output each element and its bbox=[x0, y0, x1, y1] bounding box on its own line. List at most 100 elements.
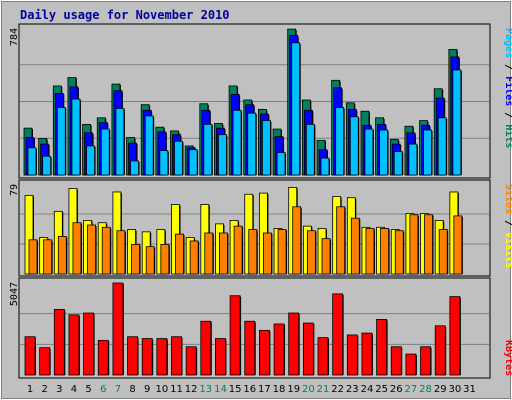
day-label-30: 30 bbox=[448, 384, 461, 395]
legend-visits: Visits bbox=[503, 232, 512, 268]
pages-bar-day-10 bbox=[159, 150, 169, 176]
day-label-26: 26 bbox=[390, 384, 403, 395]
sites-bar-day-8 bbox=[131, 243, 140, 275]
sites-bar-day-14 bbox=[219, 232, 228, 275]
pages-bar-day-12 bbox=[188, 149, 198, 176]
sites-bar-day-15 bbox=[233, 225, 243, 275]
day-label-16: 16 bbox=[243, 384, 256, 395]
day-labels: 1 2 3 4 5 6 7 8 9 10 11 12 13 14 15 16 17 18 19 20 21 22 23 24 2… bbox=[27, 384, 476, 395]
day-label-3: 3 bbox=[56, 384, 62, 395]
sites-bar-day-25 bbox=[380, 228, 390, 275]
day-label-25: 25 bbox=[375, 384, 388, 395]
chart-title: Daily usage for November 2010 bbox=[20, 8, 230, 22]
day-label-10: 10 bbox=[155, 384, 168, 395]
pages-bar-day-30 bbox=[452, 69, 462, 176]
kbytes-bar-day-21 bbox=[317, 337, 329, 376]
sites-bar-day-2 bbox=[43, 239, 53, 275]
day-label-23: 23 bbox=[346, 384, 359, 395]
kbytes-bar-day-23 bbox=[346, 334, 358, 376]
sites-bar-day-10 bbox=[160, 243, 170, 275]
sites-bar-day-16 bbox=[248, 229, 258, 275]
legend-sep-3: / bbox=[503, 214, 512, 232]
pages-bar-day-18 bbox=[276, 152, 286, 176]
pages-bar-day-7 bbox=[115, 108, 125, 176]
sites-bar-day-18 bbox=[277, 229, 287, 275]
legend-pages: Pages bbox=[503, 28, 512, 58]
kbytes-bar-day-9 bbox=[141, 338, 153, 376]
day-label-15: 15 bbox=[229, 384, 242, 395]
kbytes-bar-day-17 bbox=[258, 329, 270, 376]
sites-bar-day-19 bbox=[292, 206, 302, 275]
kbytes-bar-day-25 bbox=[376, 319, 388, 376]
kbytes-bar-day-30 bbox=[449, 296, 461, 376]
pages-bar-day-17 bbox=[261, 120, 271, 176]
day-label-14: 14 bbox=[214, 384, 227, 395]
visits-legend: Sites / Visits bbox=[503, 184, 512, 268]
kbytes-bar-day-2 bbox=[39, 347, 51, 376]
day-label-11: 11 bbox=[170, 384, 183, 395]
sites-bar-day-22 bbox=[336, 206, 346, 275]
kbytes-bar-day-13 bbox=[200, 320, 212, 376]
day-label-9: 9 bbox=[144, 384, 150, 395]
sites-bar-day-24 bbox=[365, 228, 375, 275]
sites-bar-day-7 bbox=[116, 230, 126, 275]
day-label-13: 13 bbox=[199, 384, 212, 395]
pages-bar-day-15 bbox=[232, 109, 242, 176]
pages-bar-day-28 bbox=[423, 129, 432, 176]
sites-bar-day-21 bbox=[321, 238, 331, 275]
legend-kbytes: KBytes bbox=[503, 340, 512, 376]
day-label-27: 27 bbox=[405, 384, 418, 395]
sites-bar-day-11 bbox=[175, 233, 184, 275]
pages-bar-day-21 bbox=[320, 157, 330, 176]
kbytes-bar-day-5 bbox=[83, 312, 94, 376]
kbytes-legend: KBytes bbox=[503, 340, 512, 376]
sites-bar-day-23 bbox=[350, 217, 360, 275]
kbytes-bar-day-4 bbox=[68, 314, 80, 376]
kbytes-bar-day-26 bbox=[390, 346, 402, 376]
legend-hits: Hits bbox=[503, 124, 512, 148]
kbytes-bar-day-19 bbox=[288, 312, 300, 376]
day-label-17: 17 bbox=[258, 384, 271, 395]
day-label-5: 5 bbox=[85, 384, 91, 395]
pages-bar-day-23 bbox=[349, 116, 359, 176]
pages-bar-day-14 bbox=[218, 134, 227, 176]
kbytes-bar-day-27 bbox=[405, 353, 417, 376]
pages-bar-day-4 bbox=[71, 98, 81, 176]
kbytes-bar-day-24 bbox=[361, 332, 373, 376]
kbytes-bar-day-8 bbox=[127, 336, 138, 376]
sites-bar-day-3 bbox=[57, 236, 67, 275]
kbytes-bar-day-1 bbox=[24, 336, 36, 376]
pages-bar-day-2 bbox=[42, 155, 52, 176]
pages-bar-day-13 bbox=[203, 123, 213, 176]
sites-bar-day-27 bbox=[409, 214, 419, 275]
kbytes-bar-day-11 bbox=[171, 336, 182, 376]
kbytes-bar-day-20 bbox=[302, 322, 314, 376]
kbytes-axis-max-label: 5047 bbox=[9, 282, 20, 306]
hits-axis-max-label: 784 bbox=[9, 28, 20, 46]
day-label-21: 21 bbox=[317, 384, 330, 395]
sites-bar-day-1 bbox=[28, 239, 38, 275]
pages-bar-day-5 bbox=[86, 145, 95, 176]
day-label-18: 18 bbox=[273, 384, 286, 395]
day-label-2: 2 bbox=[41, 384, 47, 395]
kbytes-bar-day-28 bbox=[420, 346, 431, 376]
visits-axis-max-label: 79 bbox=[9, 184, 20, 196]
day-label-6: 6 bbox=[100, 384, 106, 395]
day-label-7: 7 bbox=[115, 384, 121, 395]
sites-bar-day-12 bbox=[189, 240, 199, 275]
day-label-22: 22 bbox=[331, 384, 344, 395]
kbytes-bar-day-7 bbox=[112, 282, 124, 376]
pages-bar-day-1 bbox=[27, 147, 37, 176]
kbytes-bar-day-3 bbox=[53, 308, 65, 376]
pages-bar-day-26 bbox=[393, 151, 403, 176]
sites-bar-day-20 bbox=[306, 230, 316, 275]
legend-files: Files bbox=[503, 76, 512, 106]
pages-bar-day-20 bbox=[305, 123, 315, 176]
legend-sep-2: / bbox=[503, 106, 512, 124]
pages-bar-day-24 bbox=[364, 128, 374, 176]
kbytes-bar-day-6 bbox=[97, 339, 109, 376]
pages-bar-day-9 bbox=[144, 115, 154, 176]
kbytes-bar-day-18 bbox=[273, 323, 285, 376]
